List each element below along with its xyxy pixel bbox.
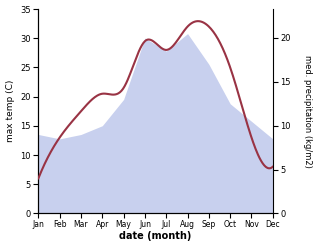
X-axis label: date (month): date (month)	[119, 231, 192, 242]
Y-axis label: max temp (C): max temp (C)	[5, 80, 15, 143]
Y-axis label: med. precipitation (kg/m2): med. precipitation (kg/m2)	[303, 55, 313, 168]
